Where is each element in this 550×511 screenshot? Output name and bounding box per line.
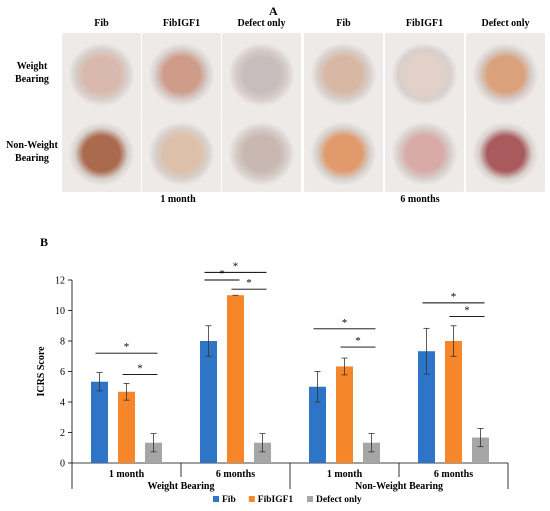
row-head-weight-bearing: Weight Bearing	[2, 60, 62, 86]
bar	[418, 351, 435, 463]
significance-star: *	[342, 317, 348, 329]
cartilage-defect-photo	[304, 33, 383, 113]
y-tick-label: 6	[60, 367, 65, 378]
row-head-line: Bearing	[15, 74, 49, 85]
significance-star: *	[233, 260, 239, 272]
panel-b-label: B	[40, 235, 49, 249]
legend-swatch	[307, 496, 313, 502]
legend-swatch	[248, 496, 255, 502]
column-head: Defect only	[481, 18, 530, 29]
x-group-label: Weight Bearing	[148, 481, 215, 492]
significance-star: *	[124, 341, 130, 353]
time-label-6-months: 6 months	[400, 194, 440, 205]
bar	[91, 381, 108, 463]
bar	[336, 366, 353, 463]
y-tick-label: 12	[55, 276, 65, 287]
legend-entry: Defect only	[316, 495, 362, 505]
row-head-line: Non-Weight	[6, 140, 58, 151]
row-head-line: Bearing	[15, 153, 49, 164]
bar	[445, 341, 462, 463]
cartilage-defect-photo	[385, 33, 464, 113]
y-tick-label: 8	[60, 337, 65, 348]
x-category-label: 6 months	[434, 469, 473, 480]
significance-star: *	[219, 268, 225, 280]
bar	[254, 442, 271, 463]
y-tick-label: 2	[60, 428, 65, 439]
significance-star: *	[137, 363, 143, 375]
cartilage-defect-photo	[466, 33, 545, 113]
y-tick-label: 4	[60, 398, 65, 409]
bar	[309, 386, 326, 463]
x-category-label: 1 month	[327, 469, 363, 480]
time-label-1-month: 1 month	[160, 194, 196, 205]
bar	[363, 442, 380, 463]
significance-star: *	[464, 305, 470, 317]
legend-entry: Fib	[222, 495, 236, 505]
x-group-label: Non-Weight Bearing	[355, 481, 443, 492]
cartilage-defect-photo	[62, 33, 141, 113]
panel-a-label: A	[269, 4, 278, 18]
cartilage-defect-photo	[142, 112, 221, 192]
row-head-line: Weight	[16, 61, 48, 72]
cartilage-defect-photo	[62, 112, 141, 192]
cartilage-defect-photo	[466, 112, 545, 192]
bar	[227, 295, 244, 463]
cartilage-defect-photo	[385, 112, 464, 192]
cartilage-defect-photo	[142, 33, 221, 113]
column-head: Fib	[336, 18, 351, 29]
bar	[118, 391, 135, 463]
x-category-label: 6 months	[216, 469, 255, 480]
y-tick-label: 10	[55, 306, 65, 317]
significance-star: *	[355, 335, 361, 347]
significance-star: *	[246, 277, 252, 289]
column-head: FibIGF1	[405, 18, 444, 29]
legend-swatch	[213, 496, 219, 502]
column-head: Fib	[94, 18, 109, 29]
y-tick-label: 0	[60, 459, 65, 470]
cartilage-defect-photo	[304, 112, 383, 192]
x-category-label: 1 month	[109, 469, 145, 480]
y-axis-label: ICRS Score	[36, 346, 47, 397]
row-head-non-weight-bearing: Non-Weight Bearing	[2, 139, 62, 165]
significance-star: *	[451, 291, 457, 303]
bar	[145, 442, 162, 463]
cartilage-defect-photo	[222, 112, 301, 192]
column-head: FibIGF1	[162, 18, 201, 29]
icrs-bar-chart: 0 2 4 6 8 10 12 ICRS Score 1 month 6 months 1 mont…	[36, 260, 509, 505]
column-head: Defect only	[237, 18, 286, 29]
legend-entry: FibIGF1	[258, 495, 294, 505]
bar	[472, 437, 489, 463]
bar	[200, 341, 217, 463]
cartilage-defect-photo	[222, 33, 301, 113]
